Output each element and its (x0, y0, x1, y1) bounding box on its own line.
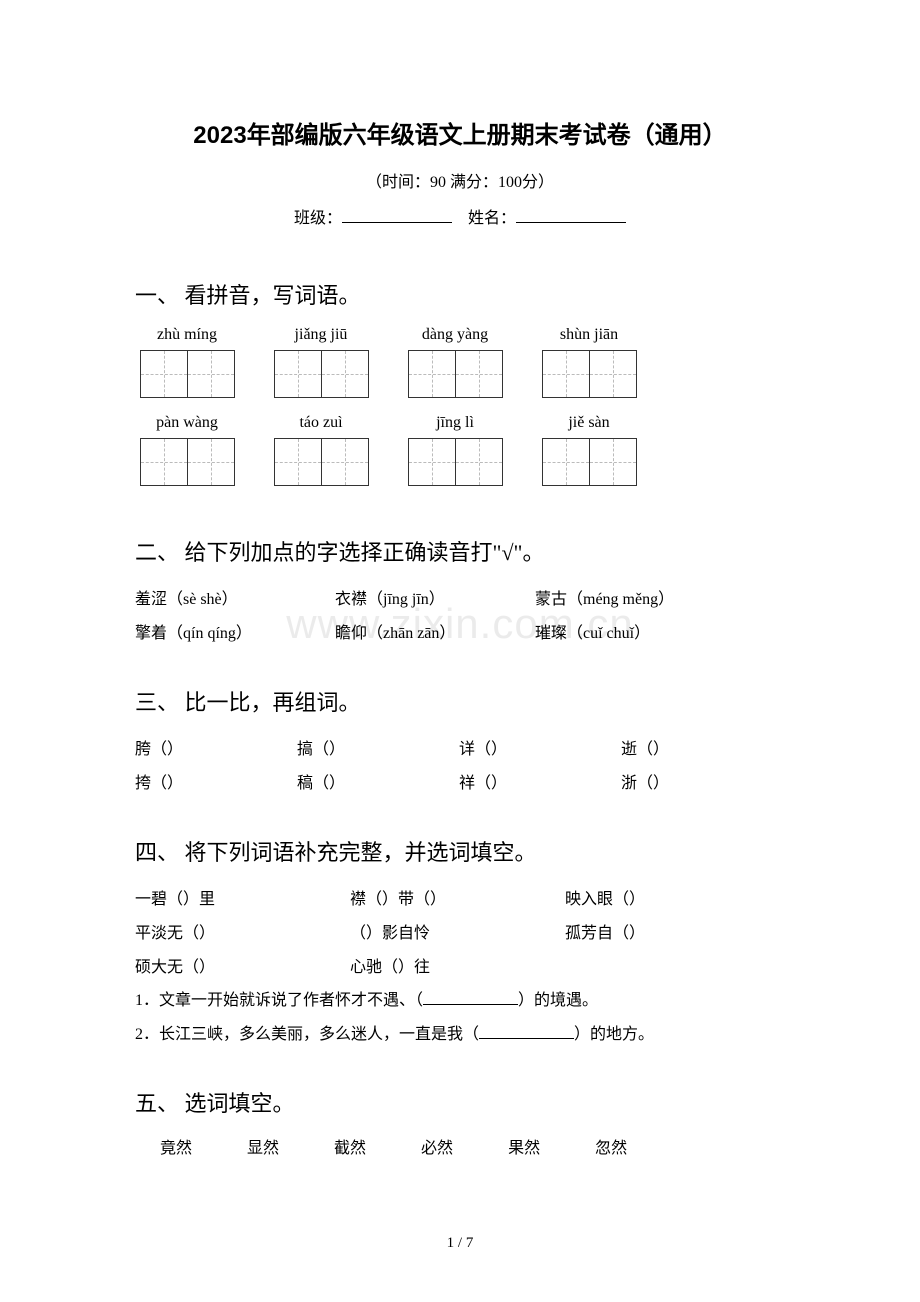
s3-char: 胯 (135, 741, 151, 758)
s3-row2: 挎（） 稿（） 祥（） 浙（） (135, 767, 785, 801)
s2-item: 蒙古（méng měng） (535, 583, 674, 617)
char-boxes (140, 438, 234, 486)
char-boxes (542, 438, 636, 486)
s4-q1: 1．文章一开始就诉说了作者怀才不遇、（）的境遇。 (135, 984, 785, 1018)
pinyin-label: pàn wàng (156, 414, 218, 432)
class-blank (342, 222, 452, 223)
s2-item: 擎着（qín qíng） (135, 617, 335, 651)
s3-char: 搞 (297, 741, 313, 758)
name-blank (516, 222, 626, 223)
s5-word: 竟然 (160, 1134, 192, 1158)
s4-q2: 2．长江三峡，多么美丽，多么迷人，一直是我（）的地方。 (135, 1018, 785, 1052)
section5-title: 五、 选词填空。 (135, 1086, 785, 1118)
char-boxes (140, 350, 234, 398)
pinyin-row-1: zhù míng jiǎng jiū dàng yàng shùn jiān (140, 326, 785, 398)
s5-word: 显然 (247, 1134, 279, 1158)
s4-row3: 硕大无（） 心驰（）往 (135, 951, 785, 985)
s3-char: 浙 (621, 775, 637, 792)
s5-word: 忽然 (595, 1134, 627, 1158)
s5-word: 截然 (334, 1134, 366, 1158)
pinyin-label: jiě sàn (568, 414, 609, 432)
pinyin-item: táo zuì (274, 414, 368, 486)
section1-title: 一、 看拼音，写词语。 (135, 278, 785, 310)
class-label: 班级： (294, 210, 342, 227)
pinyin-label: táo zuì (299, 414, 342, 432)
pinyin-item: zhù míng (140, 326, 234, 398)
s2-item: 璀璨（cuǐ chuǐ） (535, 617, 650, 651)
char-boxes (408, 350, 502, 398)
s4-row1: 一碧（）里 襟（）带（） 映入眼（） (135, 883, 785, 917)
char-boxes (274, 438, 368, 486)
s3-char: 稿 (297, 775, 313, 792)
s5-word: 必然 (421, 1134, 453, 1158)
pinyin-label: jīng lì (436, 414, 474, 432)
char-boxes (408, 438, 502, 486)
s3-char: 逝 (621, 741, 637, 758)
s3-char: 挎 (135, 775, 151, 792)
pinyin-item: jīng lì (408, 414, 502, 486)
s3-row1: 胯（） 搞（） 详（） 逝（） (135, 733, 785, 767)
s3-char: 详 (459, 741, 475, 758)
section2-title: 二、 给下列加点的字选择正确读音打"√"。 (135, 535, 785, 567)
pinyin-label: dàng yàng (422, 326, 488, 344)
s2-item: 瞻仰（zhān zān） (335, 617, 535, 651)
pinyin-label: zhù míng (157, 326, 217, 344)
s3-char: 祥 (459, 775, 475, 792)
pinyin-row-2: pàn wàng táo zuì jīng lì jiě sàn (140, 414, 785, 486)
section3-title: 三、 比一比，再组词。 (135, 685, 785, 717)
section2-body: 羞涩（sè shè） 衣襟（jīng jīn） 蒙古（méng měng） 擎着… (135, 583, 785, 650)
exam-meta: （时间：90 满分：100分） (135, 168, 785, 192)
page-number: 1 / 7 (0, 1235, 920, 1252)
s2-item: 羞涩（sè shè） (135, 583, 335, 617)
s2-item: 衣襟（jīng jīn） (335, 583, 535, 617)
s5-word: 果然 (508, 1134, 540, 1158)
pinyin-item: jiǎng jiū (274, 326, 368, 398)
pinyin-item: pàn wàng (140, 414, 234, 486)
class-name-row: 班级： 姓名： (135, 204, 785, 228)
char-boxes (542, 350, 636, 398)
name-label: 姓名： (468, 210, 516, 227)
s4-row2: 平淡无（） （）影自怜 孤芳自（） (135, 917, 785, 951)
pinyin-item: jiě sàn (542, 414, 636, 486)
section4-title: 四、 将下列词语补充完整，并选词填空。 (135, 835, 785, 867)
pinyin-label: shùn jiān (560, 326, 618, 344)
exam-title: 2023年部编版六年级语文上册期末考试卷（通用） (135, 115, 785, 150)
pinyin-item: dàng yàng (408, 326, 502, 398)
s5-words: 竟然 显然 截然 必然 果然 忽然 (160, 1134, 785, 1158)
pinyin-label: jiǎng jiū (295, 326, 348, 344)
char-boxes (274, 350, 368, 398)
pinyin-item: shùn jiān (542, 326, 636, 398)
